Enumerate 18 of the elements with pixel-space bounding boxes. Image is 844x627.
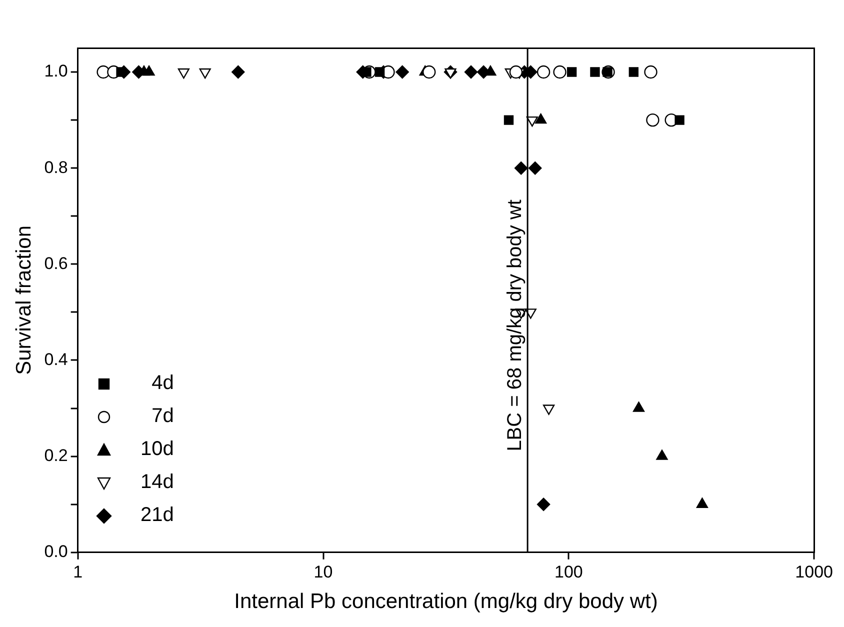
legend-label: 7d — [150, 405, 174, 428]
ref-line-label: LBC = 68 mg/kg dry body wt — [504, 199, 526, 452]
y-tick-label: 1.0 — [44, 62, 68, 81]
legend-label: 4d — [150, 372, 174, 396]
y-tick-label: 0.6 — [44, 254, 68, 273]
y-axis-title: Survival fraction — [12, 226, 36, 375]
y-tick-label: 0.4 — [44, 350, 68, 369]
y-tick-label: 0.2 — [44, 446, 68, 466]
legend-label: 21d — [139, 504, 174, 528]
x-tick-label: 1000 — [795, 562, 834, 582]
x-axis-title: Internal Pb concentration (mg/kg dry body wt) — [234, 590, 658, 614]
x-tick-label: 100 — [554, 562, 583, 582]
legend-label: 10d — [139, 438, 174, 462]
y-tick-label: 0.0 — [44, 542, 68, 562]
y-tick-label: 0.8 — [44, 158, 68, 177]
x-tick-label: 1 — [73, 562, 83, 582]
x-tick-label: 10 — [314, 562, 333, 582]
legend-label: 14d — [139, 471, 174, 494]
